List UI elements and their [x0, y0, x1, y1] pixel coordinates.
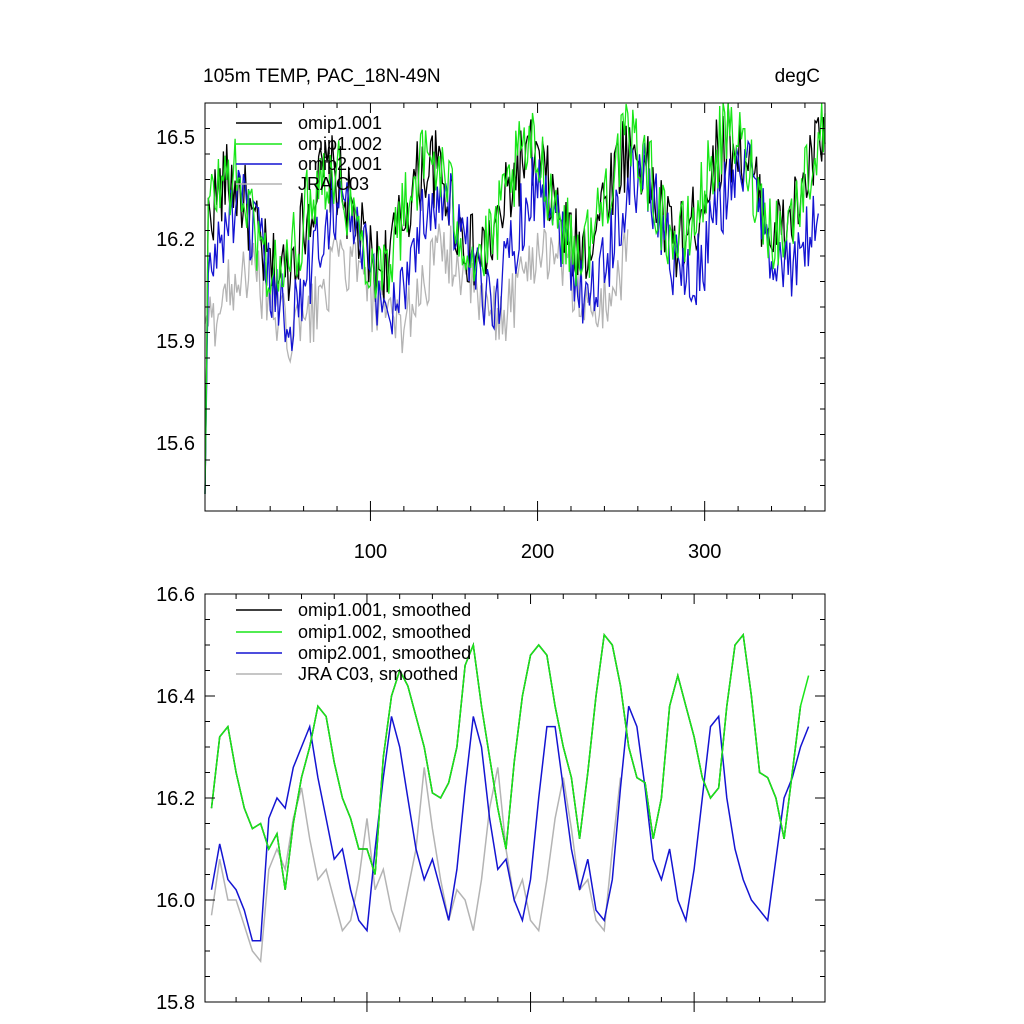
bottom-series-omip2-001-smoothed	[210, 705, 810, 942]
top-series-jra-c03	[204, 223, 629, 365]
top-y-tick-label: 15.9	[156, 331, 195, 353]
bottom-y-tick-label: 15.8	[156, 992, 195, 1014]
bottom-legend-label-1: omip1.002, smoothed	[298, 622, 471, 642]
top-title-right: degC	[775, 66, 820, 87]
top-legend-label-0: omip1.001	[298, 113, 382, 133]
bottom-y-tick-label: 16.0	[156, 890, 195, 912]
bottom-legend-label-2: omip2.001, smoothed	[298, 643, 471, 663]
top-axes: 15.6 15.9 16.2 16.5 100 200 300	[156, 102, 825, 563]
top-title-left: 105m TEMP, PAC_18N-49N	[203, 66, 441, 87]
top-x-tick-label: 200	[521, 541, 554, 563]
bottom-legend: omip1.001, smoothed omip1.002, smoothed …	[236, 600, 471, 684]
top-legend-label-2: omip2.001	[298, 154, 382, 174]
top-plot-area	[204, 102, 826, 495]
top-series-omip1-002	[204, 102, 826, 495]
top-series-omip2-001	[204, 139, 819, 495]
top-y-tick-label: 16.2	[156, 229, 195, 251]
bottom-series-omip1-002-smoothed	[210, 632, 810, 890]
bottom-legend-label-0: omip1.001, smoothed	[298, 600, 471, 620]
top-y-tick-label: 16.5	[156, 127, 195, 149]
bottom-axes: 15.8 16.0 16.2 16.4 16.6	[156, 584, 825, 1014]
top-legend: omip1.001 omip1.002 omip2.001 JRA C03	[236, 113, 382, 194]
top-y-tick-label: 15.6	[156, 433, 195, 455]
bottom-legend-label-3: JRA C03, smoothed	[298, 664, 458, 684]
bottom-y-tick-label: 16.4	[156, 686, 195, 708]
top-legend-label-1: omip1.002	[298, 134, 382, 154]
bottom-y-tick-label: 16.2	[156, 788, 195, 810]
top-panel: 105m TEMP, PAC_18N-49N degC 15.6 15.9 16.2…	[156, 66, 826, 563]
bottom-plot-area	[210, 632, 810, 964]
bottom-panel: 15.8 16.0 16.2 16.4 16.6 omip1.001, smoothed…	[156, 584, 826, 1014]
top-x-tick-label: 100	[354, 541, 387, 563]
top-legend-label-3: JRA C03	[298, 174, 369, 194]
top-x-tick-label: 300	[688, 541, 721, 563]
bottom-y-tick-label: 16.6	[156, 584, 195, 606]
